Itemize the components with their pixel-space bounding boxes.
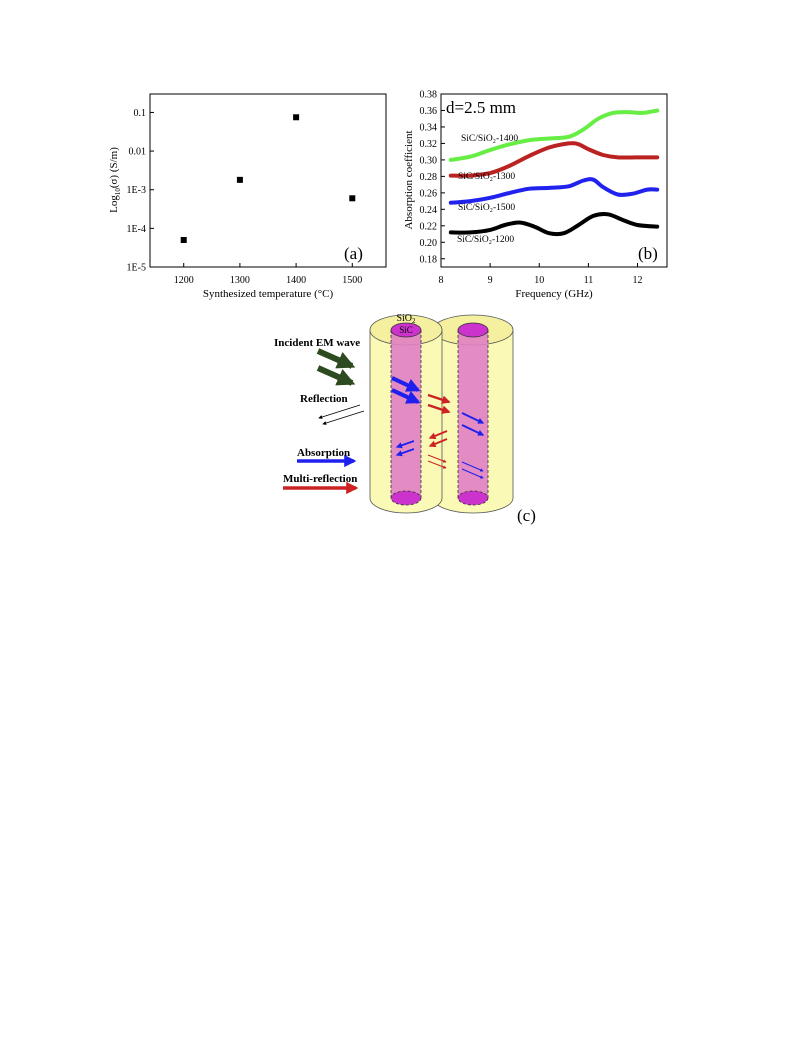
chart-b-x-axis-label: Frequency (GHz) bbox=[515, 288, 593, 300]
chart-b-y-tick-label: 0.30 bbox=[420, 155, 438, 166]
chart-a-y-tick-label: 1E-3 bbox=[127, 185, 146, 196]
cylinder-left-core bbox=[391, 330, 421, 498]
chart-b-series-line bbox=[448, 141, 660, 178]
chart-b-y-tick-label: 0.28 bbox=[420, 172, 438, 183]
chart-b-series-label: SiC/SiO₂-1500 bbox=[458, 203, 515, 213]
absorption-arrow-right-4 bbox=[461, 468, 484, 479]
chart-b-panel-label: (b) bbox=[638, 244, 658, 263]
chart-b-y-tick-label: 0.36 bbox=[420, 106, 438, 117]
absorption-arrow-right-1 bbox=[461, 412, 485, 424]
chart-a-y-tick-label: 0.01 bbox=[129, 147, 147, 158]
cylinder-left-core-top bbox=[390, 322, 422, 338]
reflection-arrow-1 bbox=[318, 404, 361, 419]
chart-b-series-lines bbox=[448, 108, 660, 237]
layer-label-sic: SiC bbox=[399, 325, 413, 335]
cylinder-left: SiO2 SiC bbox=[369, 313, 443, 514]
schematic-panel-label: (c) bbox=[517, 506, 536, 525]
chart-b-x-tick-label: 9 bbox=[488, 275, 493, 286]
chart-b-y-tick-label: 0.20 bbox=[420, 238, 438, 249]
chart-b-series-label: SiC/SiO₂-1200 bbox=[457, 235, 514, 245]
incident-arrow-1 bbox=[316, 348, 356, 369]
chart-b-series-label: SiC/SiO₂-1400 bbox=[461, 134, 518, 144]
legend-multi-reflection-label: Multi-reflection bbox=[283, 473, 357, 485]
chart-b-x-tick-label: 12 bbox=[633, 275, 643, 286]
chart-a-plot-frame bbox=[149, 93, 387, 268]
chart-a-point bbox=[293, 114, 300, 121]
chart-a-point bbox=[180, 236, 187, 243]
chart-a-x-axis-label: Synthesized temperature (°C) bbox=[203, 288, 334, 300]
absorption-arrow-left-4 bbox=[395, 448, 415, 457]
chart-b-y-tick-label: 0.18 bbox=[420, 254, 438, 265]
layer-label-sio2: SiO2 bbox=[396, 313, 416, 325]
multi-reflection-arrow-6 bbox=[427, 460, 447, 469]
chart-a-panel-label: (a) bbox=[344, 244, 363, 263]
chart-a-x-tick-label: 1500 bbox=[342, 275, 362, 286]
chart-a-y-tick-label: 0.1 bbox=[134, 108, 147, 119]
multi-reflection-arrow-3 bbox=[428, 430, 448, 440]
absorption-arrow-left-3 bbox=[395, 440, 415, 449]
multi-reflection-arrow-1 bbox=[427, 393, 451, 404]
chart-b-x-axis: 8 9 10 11 12 bbox=[439, 263, 643, 286]
chart-b-y-tick-label: 0.34 bbox=[420, 122, 438, 133]
chart-b-x-tick-label: 10 bbox=[534, 275, 544, 286]
chart-a-x-tick-label: 1200 bbox=[174, 275, 194, 286]
multi-reflection-arrow-5 bbox=[427, 454, 447, 463]
chart-b-annotation: d=2.5 mm bbox=[446, 98, 516, 117]
legend-reflection-label: Reflection bbox=[300, 393, 348, 405]
legend-incident-label: Incident EM wave bbox=[274, 337, 360, 349]
chart-a-x-tick-label: 1300 bbox=[230, 275, 250, 286]
chart-a-y-axis-label: Log10(σ) (S/m) bbox=[108, 147, 122, 213]
chart-b-y-tick-label: 0.38 bbox=[420, 90, 438, 101]
legend-absorption-label: Absorption bbox=[297, 447, 350, 459]
absorption-arrow-right-2 bbox=[461, 424, 485, 436]
absorption-arrow-left-1 bbox=[391, 376, 421, 392]
multi-reflection-arrow-2 bbox=[427, 403, 451, 414]
absorption-arrow-left-2 bbox=[391, 388, 421, 404]
chart-b-absorption: 8 9 10 11 12 0.18 0.20 0.22 0.24 0.26 0.28 0.30 0.3… bbox=[403, 90, 668, 300]
chart-a-points bbox=[180, 114, 356, 243]
chart-a-y-tick-label: 1E-4 bbox=[127, 224, 146, 235]
absorption-arrow-right-3 bbox=[461, 461, 484, 472]
chart-a-y-tick-label: 1E-5 bbox=[127, 263, 146, 274]
cylinder-right-core-top bbox=[457, 322, 489, 338]
cylinder-right bbox=[432, 314, 514, 514]
chart-b-y-axis: 0.18 0.20 0.22 0.24 0.26 0.28 0.30 0.32 0.34 0.36… bbox=[420, 90, 445, 265]
chart-b-x-tick-label: 8 bbox=[439, 275, 444, 286]
chart-b-y-tick-label: 0.22 bbox=[420, 221, 438, 232]
reflection-arrow-2 bbox=[322, 410, 365, 425]
chart-a-point bbox=[236, 176, 243, 183]
chart-b-x-tick-label: 11 bbox=[584, 275, 594, 286]
chart-a-y-axis: 1E-5 1E-4 1E-3 0.01 0.1 bbox=[127, 108, 154, 274]
chart-b-series-line bbox=[448, 108, 660, 162]
chart-b-y-tick-label: 0.26 bbox=[420, 188, 438, 199]
chart-b-series-labels: SiC/SiO₂-1400 SiC/SiO₂-1300 SiC/SiO₂-1500 S… bbox=[457, 134, 518, 245]
multi-reflection-arrow-4 bbox=[428, 438, 448, 448]
chart-a-x-tick-label: 1400 bbox=[286, 275, 306, 286]
chart-a-point bbox=[349, 195, 356, 202]
chart-b-y-tick-label: 0.24 bbox=[420, 205, 438, 216]
schematic-c-em-wave: SiO2 SiC Incident EM wave Reflection Abs… bbox=[274, 313, 536, 525]
chart-b-series-line bbox=[448, 212, 660, 237]
chart-b-y-tick-label: 0.32 bbox=[420, 139, 438, 150]
chart-b-y-axis-label: Absorption coefficient bbox=[403, 130, 415, 229]
chart-b-series-line bbox=[448, 177, 660, 205]
cylinder-left-core-bottom bbox=[390, 490, 422, 506]
chart-b-series-label: SiC/SiO₂-1300 bbox=[458, 172, 515, 182]
incident-arrow-2 bbox=[316, 365, 356, 386]
cylinder-right-core-bottom bbox=[457, 490, 489, 506]
chart-a-x-axis: 1200 1300 1400 1500 bbox=[174, 263, 362, 286]
chart-b-plot-frame bbox=[440, 93, 668, 268]
chart-a-conductivity: 1200 1300 1400 1500 1E-5 1E-4 1E-3 0.01 0.1 Syn… bbox=[108, 93, 387, 300]
